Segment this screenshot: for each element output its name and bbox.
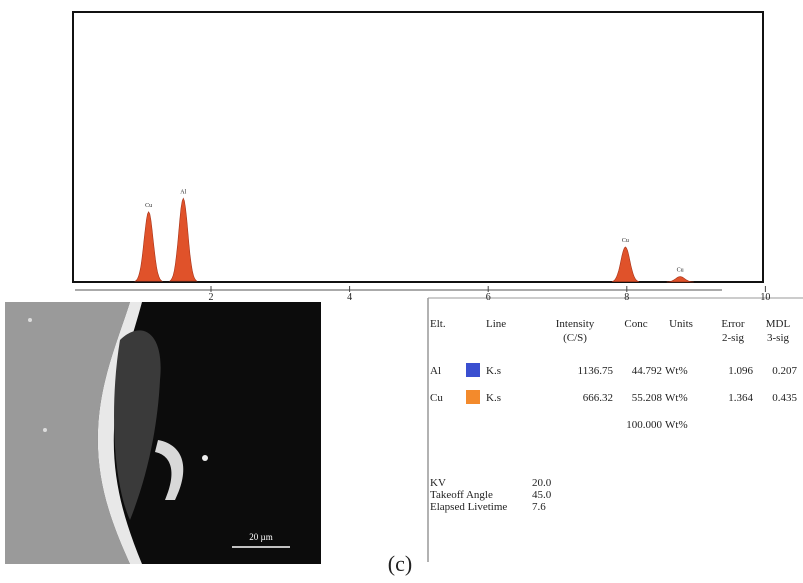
peak (612, 247, 639, 282)
caption: (c) (388, 551, 412, 576)
element-swatch (466, 363, 480, 377)
peak (170, 198, 197, 281)
table-cell: 1136.75 (578, 365, 614, 377)
peak-label: Cu (145, 203, 152, 209)
info-value: 20.0 (532, 477, 552, 489)
table-cell: 0.207 (772, 365, 797, 377)
scale-bar-label: 20 µm (249, 532, 272, 542)
info-value: 45.0 (532, 489, 552, 501)
table-total: 100.000 (626, 419, 662, 431)
table-total-unit: Wt% (665, 419, 688, 431)
info-label: Takeoff Angle (430, 489, 493, 501)
figure: 20 µm (c) 2 4 6 8 10 Cu Al Cu Cu Elt. Line Intensit… (0, 0, 803, 578)
peak (135, 212, 162, 281)
table-header: Units (669, 318, 693, 330)
peak-label: Al (180, 189, 186, 195)
spectrum-frame (73, 12, 763, 282)
table-cell: 44.792 (632, 365, 662, 377)
element-swatch (466, 390, 480, 404)
x-tick-label: 10 (760, 292, 770, 303)
table-cell: Wt% (665, 392, 688, 404)
x-tick-label: 4 (347, 292, 352, 303)
table-header: Elt. (430, 318, 446, 330)
table-cell: 666.32 (583, 392, 613, 404)
info-label: Elapsed Livetime (430, 501, 507, 513)
x-tick-label: 2 (209, 292, 214, 303)
table-header: Intensity(C/S) (556, 318, 595, 344)
table-header: Conc (624, 318, 647, 330)
table-cell: K.s (486, 365, 501, 377)
table-cell: 55.208 (632, 392, 663, 404)
table-cell: Al (430, 365, 441, 377)
table-cell: K.s (486, 392, 501, 404)
x-tick-label: 6 (486, 292, 491, 303)
table-cell: Wt% (665, 365, 688, 377)
table-cell: 1.364 (728, 392, 753, 404)
info-value: 7.6 (532, 501, 546, 513)
table-cell: 0.435 (772, 392, 797, 404)
table-cell: 1.096 (728, 365, 753, 377)
peak-label: Cu (622, 238, 629, 244)
table-cell: Cu (430, 392, 443, 404)
x-tick-label: 8 (624, 292, 629, 303)
table-header: Line (486, 318, 506, 330)
info-label: KV (430, 477, 446, 489)
peak-label: Cu (677, 268, 684, 274)
sem-image (5, 302, 321, 564)
